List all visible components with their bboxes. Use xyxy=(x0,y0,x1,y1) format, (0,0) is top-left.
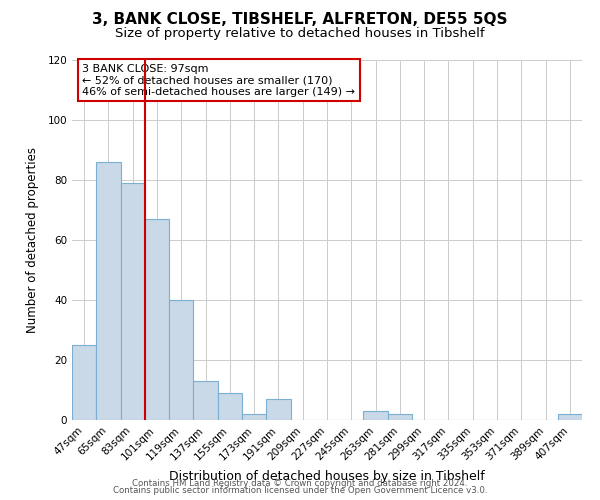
X-axis label: Distribution of detached houses by size in Tibshelf: Distribution of detached houses by size … xyxy=(169,470,485,483)
Bar xyxy=(218,393,242,420)
Bar xyxy=(558,414,582,420)
Text: 3 BANK CLOSE: 97sqm
← 52% of detached houses are smaller (170)
46% of semi-detac: 3 BANK CLOSE: 97sqm ← 52% of detached ho… xyxy=(82,64,355,97)
Bar xyxy=(96,162,121,420)
Text: Contains HM Land Registry data © Crown copyright and database right 2024.: Contains HM Land Registry data © Crown c… xyxy=(132,478,468,488)
Y-axis label: Number of detached properties: Number of detached properties xyxy=(26,147,39,333)
Bar xyxy=(169,300,193,420)
Bar xyxy=(72,345,96,420)
Text: Size of property relative to detached houses in Tibshelf: Size of property relative to detached ho… xyxy=(115,28,485,40)
Bar xyxy=(266,399,290,420)
Text: 3, BANK CLOSE, TIBSHELF, ALFRETON, DE55 5QS: 3, BANK CLOSE, TIBSHELF, ALFRETON, DE55 … xyxy=(92,12,508,28)
Bar xyxy=(388,414,412,420)
Bar xyxy=(121,183,145,420)
Bar xyxy=(193,381,218,420)
Text: Contains public sector information licensed under the Open Government Licence v3: Contains public sector information licen… xyxy=(113,486,487,495)
Bar xyxy=(242,414,266,420)
Bar xyxy=(145,219,169,420)
Bar xyxy=(364,411,388,420)
